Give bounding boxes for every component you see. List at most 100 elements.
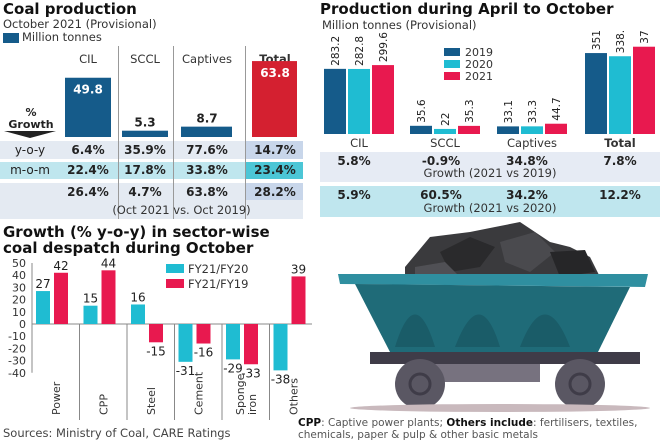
footnote-others-text: : fertilisers, textiles, chemicals, pape… <box>298 417 638 441</box>
coal-lumps <box>405 222 600 277</box>
divider <box>173 46 174 219</box>
legend-swatch <box>444 60 460 68</box>
legend-swatch <box>166 264 184 273</box>
arrow-down-icon <box>4 131 56 138</box>
legend-label: 2021 <box>465 70 493 83</box>
cart-rim <box>338 274 648 287</box>
growth-value: 28.2% <box>254 185 296 199</box>
data-label: 351.9 <box>591 30 603 50</box>
growth-value: 5.8% <box>337 154 371 168</box>
footnote: CPP: Captive power plants; Others includ… <box>298 417 660 441</box>
legend-label: Million tonnes <box>22 30 102 44</box>
growth-label-text: Growth <box>8 118 54 131</box>
panel2-subtitle: Million tonnes (Provisional) <box>322 18 477 32</box>
bar <box>609 56 631 134</box>
legend-label: FY21/FY20 <box>188 262 248 276</box>
growth-value: 22.4% <box>67 163 109 177</box>
panel1-note: (Oct 2021 vs. Oct 2019) <box>112 203 251 217</box>
growth-row-2019 <box>320 152 660 182</box>
growth-value: 26.4% <box>67 185 109 199</box>
growth-value: -0.9% <box>421 154 461 168</box>
footnote-cpp-key: CPP <box>298 417 322 429</box>
bar <box>291 276 306 324</box>
growth-value: 14.7% <box>254 143 296 157</box>
category-label: SCCL <box>430 136 460 150</box>
bar <box>633 46 655 135</box>
bar <box>178 324 193 362</box>
data-label: -33 <box>241 366 261 380</box>
data-label: 5.3 <box>134 116 155 130</box>
category-label: Captives <box>507 136 557 150</box>
y-tick-label: 30 <box>12 281 26 294</box>
footnote-others-key: Others include <box>446 417 534 429</box>
y-tick-label: 20 <box>12 294 26 307</box>
panel1-title: Coal production <box>3 0 137 18</box>
data-label: 42 <box>53 259 68 273</box>
cart-axle <box>430 364 540 382</box>
bar <box>324 68 346 134</box>
y-tick-label: 0 <box>19 318 26 331</box>
chart-april-october: CIL 283.2 282.8 299.6 SCCL 35.6 22 35.3 Captives… <box>324 30 655 150</box>
panel3-title-line1: Growth (% y-o-y) in sector-wise <box>3 223 270 241</box>
growth-label: % Growth <box>0 107 62 131</box>
bar <box>252 61 297 137</box>
category-label: Power <box>50 381 63 415</box>
bar <box>585 53 607 134</box>
growth-value: 7.8% <box>603 154 637 168</box>
data-label: 33.3 <box>527 100 539 123</box>
data-label: 49.8 <box>73 83 103 97</box>
growth-value: 12.2% <box>599 188 641 202</box>
data-label: -16 <box>194 346 214 360</box>
legend-label: 2020 <box>465 58 493 71</box>
legend-swatch <box>444 72 460 80</box>
legend-label: FY21/FY19 <box>188 277 248 291</box>
data-label: 338.1 <box>615 30 627 53</box>
bar <box>244 324 258 365</box>
bar <box>54 272 68 324</box>
row-bg <box>0 162 303 179</box>
wheel-right <box>555 359 605 409</box>
data-label: 39 <box>291 262 306 276</box>
category-label: iron <box>246 394 259 415</box>
data-label: 63.8 <box>260 66 290 80</box>
growth-caption-2020: Growth (2021 vs 2020) <box>423 201 557 215</box>
category-label: Cement <box>192 371 205 415</box>
y-tick-label: -10 <box>8 330 26 343</box>
growth-value: 17.8% <box>124 163 166 177</box>
legend-swatch <box>166 279 184 288</box>
data-label: 15 <box>83 292 98 306</box>
data-label: 379.5 <box>639 30 651 44</box>
wheel-hub <box>568 372 592 396</box>
y-tick-label: 50 <box>12 257 26 270</box>
growth-caption-2019: Growth (2021 vs 2019) <box>423 166 557 180</box>
growth-value: 33.8% <box>186 163 228 177</box>
data-label: 22 <box>440 113 452 126</box>
category-label: CIL <box>79 52 97 66</box>
bar <box>131 304 145 324</box>
data-label: 16 <box>130 290 145 304</box>
data-label: 8.7 <box>196 112 217 126</box>
growth-value: 6.4% <box>71 143 105 157</box>
data-label: 33.1 <box>503 100 515 123</box>
growth-value: 5.9% <box>337 188 371 202</box>
data-label: 283.2 <box>330 36 342 66</box>
total-cell-bg <box>246 183 303 200</box>
data-label: 27 <box>35 277 50 291</box>
cart-shadow <box>350 404 650 412</box>
growth-value: 4.7% <box>128 185 162 199</box>
category-label: CIL <box>350 136 368 150</box>
bar <box>273 324 288 371</box>
coal-cart-illustration <box>338 222 650 412</box>
growth-value: 34.2% <box>506 188 548 202</box>
bar <box>196 324 211 344</box>
y-tick-label: 10 <box>12 306 26 319</box>
bar <box>348 68 370 134</box>
sources: Sources: Ministry of Coal, CARE Ratings <box>3 426 231 440</box>
growth-value: 60.5% <box>420 188 462 202</box>
data-label: 44 <box>101 256 116 270</box>
category-label: Others <box>287 378 300 415</box>
bar <box>149 324 163 343</box>
data-label: -15 <box>146 344 166 358</box>
growth-value: 23.4% <box>254 163 296 177</box>
